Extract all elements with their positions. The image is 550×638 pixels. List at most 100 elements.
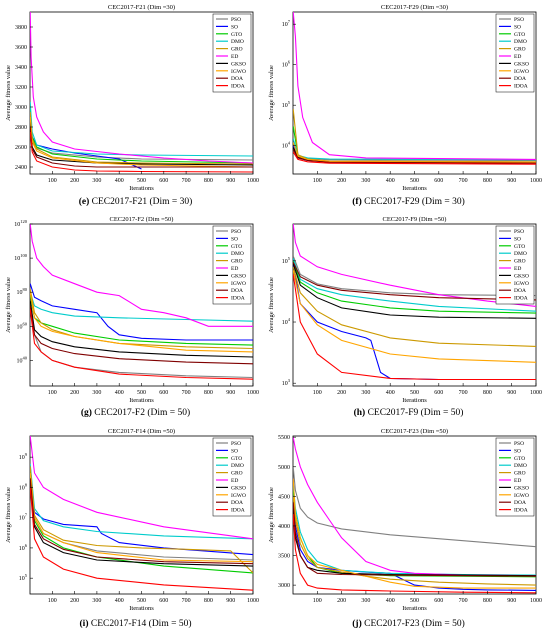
x-tick-label: 400 — [115, 390, 124, 396]
y-tick-label: 109 — [19, 452, 28, 461]
legend-box — [212, 225, 252, 305]
x-tick-label: 900 — [507, 178, 516, 184]
legend-label-so: SO — [514, 24, 521, 30]
legend-label-dmo: DMO — [231, 251, 244, 257]
legend-label-doa: DOA — [231, 76, 243, 82]
x-tick-label: 700 — [459, 390, 468, 396]
legend-label-idoa: IDOA — [231, 296, 245, 302]
legend-box — [495, 225, 535, 305]
x-tick-label: 300 — [361, 390, 370, 396]
x-tick-label: 300 — [361, 178, 370, 184]
legend-label-gkso: GKSO — [514, 61, 529, 67]
chart-title: CEC2017-F29 (Dim =30) — [381, 4, 448, 11]
chart-title: CEC2017-F9 (Dim =50) — [383, 216, 447, 223]
y-tick-label: 3500 — [278, 554, 290, 560]
y-tick-label: 2400 — [15, 165, 27, 171]
series-line-gro — [293, 266, 536, 347]
legend-label-igwo: IGWO — [514, 493, 529, 499]
panel-caption: (g) CEC2017-F2 (Dim = 50) — [81, 407, 190, 418]
x-tick-label: 600 — [159, 390, 168, 396]
series-line-dmo — [30, 463, 253, 540]
y-tick-label: 2600 — [15, 145, 27, 151]
legend-label-gkso: GKSO — [514, 485, 529, 491]
legend-label-so: SO — [514, 236, 521, 242]
x-tick-label: 700 — [182, 390, 191, 396]
legend-label-so: SO — [231, 24, 238, 30]
y-axis-label: Average fitness value — [5, 487, 12, 543]
y-tick-label: 104 — [282, 317, 291, 326]
y-axis-label: Average fitness value — [268, 65, 275, 121]
legend-label-gro: GRO — [514, 47, 526, 53]
y-tick-label: 3200 — [15, 85, 27, 91]
legend-label-igwo: IGWO — [231, 69, 246, 75]
x-tick-label: 100 — [48, 598, 57, 604]
x-tick-label: 200 — [70, 390, 79, 396]
x-tick-label: 400 — [115, 598, 124, 604]
panel-caption-text: CEC2017-F14 (Dim = 50) — [91, 618, 192, 629]
x-tick-label: 1000 — [247, 390, 259, 396]
legend-label-ed: ED — [514, 54, 521, 60]
legend-label-igwo: IGWO — [514, 281, 529, 287]
legend-label-doa: DOA — [514, 76, 526, 82]
series-line-gto — [293, 260, 536, 314]
y-tick-label: 106 — [282, 60, 291, 69]
x-tick-label: 1000 — [530, 390, 542, 396]
legend-label-gto: GTO — [231, 244, 242, 250]
x-tick-label: 200 — [70, 178, 79, 184]
legend-label-idoa: IDOA — [231, 508, 245, 514]
legend-label-dmo: DMO — [514, 463, 527, 469]
x-tick-label: 100 — [313, 178, 322, 184]
x-tick-label: 1000 — [247, 178, 259, 184]
series-line-ed — [30, 436, 253, 540]
chart-panel-1: CEC2017-F21 (Dim =30) 100 200 300 400 500 600 7… — [5, 4, 259, 207]
x-tick-label: 700 — [182, 178, 191, 184]
x-axis-label: Iterations — [129, 605, 154, 612]
x-tick-label: 100 — [313, 598, 322, 604]
legend-label-pso: PSO — [514, 229, 524, 235]
legend-label-so: SO — [231, 448, 238, 454]
panel-caption-letter: (f) — [352, 196, 364, 207]
x-tick-label: 400 — [386, 390, 395, 396]
chart-title: CEC2017-F14 (Dim =50) — [108, 428, 175, 435]
y-tick-label: 1080 — [17, 287, 28, 296]
x-tick-label: 400 — [386, 178, 395, 184]
x-tick-label: 600 — [159, 178, 168, 184]
series-line-doa — [30, 478, 253, 565]
legend-label-pso: PSO — [514, 17, 524, 23]
legend-label-gto: GTO — [231, 32, 242, 38]
x-tick-label: 100 — [313, 390, 322, 396]
x-tick-label: 700 — [182, 598, 191, 604]
legend-label-gkso: GKSO — [231, 485, 246, 491]
x-tick-label: 900 — [507, 598, 516, 604]
legend-label-idoa: IDOA — [514, 84, 528, 90]
series-line-ed — [293, 437, 536, 577]
chart-title: CEC2017-F21 (Dim =30) — [108, 4, 175, 11]
x-tick-label: 200 — [337, 390, 346, 396]
legend-label-gro: GRO — [514, 259, 526, 265]
series-line-idoa — [30, 131, 253, 173]
legend-label-igwo: IGWO — [514, 69, 529, 75]
y-tick-label: 5500 — [278, 435, 290, 441]
series-line-igwo — [293, 478, 536, 589]
y-tick-label: 105 — [19, 573, 28, 582]
y-tick-label: 108 — [19, 482, 28, 491]
series-line-doa — [293, 261, 536, 301]
y-tick-label: 4500 — [278, 494, 290, 500]
series-line-dmo — [30, 292, 253, 322]
series-line-idoa — [30, 309, 253, 380]
legend-label-gro: GRO — [231, 259, 243, 265]
series-line-doa — [30, 305, 253, 365]
legend-label-doa: DOA — [231, 288, 243, 294]
series-line-igwo — [30, 116, 253, 168]
series-line-doa — [30, 126, 253, 168]
x-tick-label: 800 — [483, 178, 492, 184]
series-line-dmo — [293, 138, 536, 161]
legend-label-so: SO — [231, 236, 238, 242]
panel-caption: (i) CEC2017-F14 (Dim = 50) — [80, 618, 192, 629]
y-tick-label: 3400 — [15, 65, 27, 71]
series-line-gro — [30, 288, 253, 350]
x-tick-label: 900 — [226, 390, 235, 396]
